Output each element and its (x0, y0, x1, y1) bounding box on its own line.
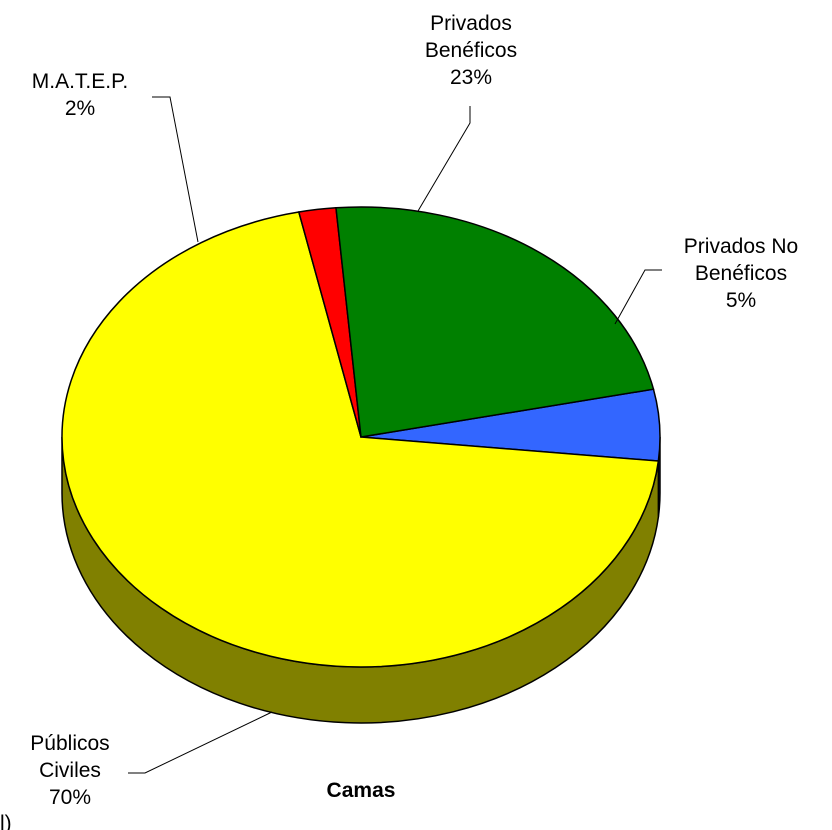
leader-line-matep (152, 96, 199, 243)
category-label-privados-no-beneficos: Benéficos (695, 262, 787, 285)
leader-lines (128, 96, 662, 774)
pie-slice-privados-beneficos (335, 206, 655, 438)
leader-line-publicos-civiles (128, 711, 273, 774)
footer-fragment: l) (0, 812, 12, 830)
leader-line-privados-no-beneficos (614, 269, 662, 325)
percent-label-publicos-civiles: 70% (49, 786, 91, 809)
pie-slice-publicos-civiles (61, 211, 660, 668)
category-label-publicos-civiles: Civiles (39, 759, 101, 782)
slice-labels: Privados No Benéficos 5% Públicos Civiles 70%… (30, 12, 798, 809)
percent-label-matep: 2% (65, 97, 95, 120)
pie-tops (61, 206, 661, 668)
category-label-privados-beneficos: Privados (430, 12, 512, 35)
category-label-privados-no-beneficos: Privados No (684, 235, 798, 258)
category-label-matep: M.A.T.E.P. (32, 70, 128, 93)
percent-label-privados-beneficos: 23% (450, 66, 492, 89)
category-label-publicos-civiles: Públicos (30, 732, 109, 755)
chart-title: Camas (327, 779, 396, 802)
leader-line-privados-beneficos (417, 106, 471, 212)
percent-label-privados-no-beneficos: 5% (726, 289, 756, 312)
category-label-privados-beneficos: Benéficos (425, 39, 517, 62)
